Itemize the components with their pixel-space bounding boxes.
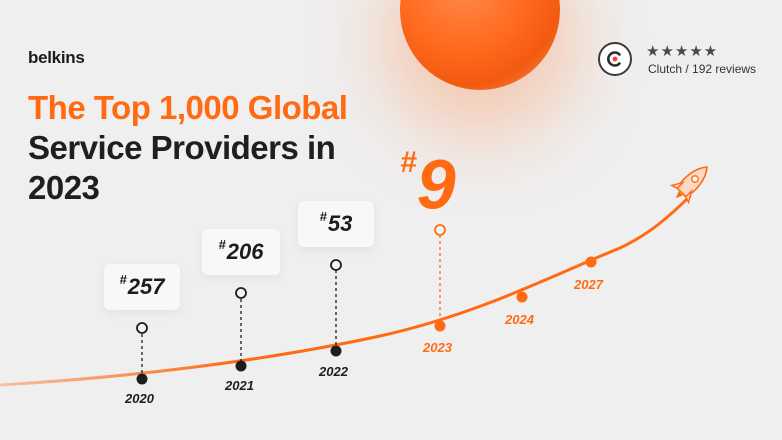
hash-symbol: # (218, 237, 226, 252)
rank-bubble-2022: #53 (298, 201, 374, 247)
hash-symbol: # (319, 209, 327, 224)
rank-value-2020: 257 (127, 274, 165, 299)
hash-symbol: # (119, 272, 127, 287)
milestone-marker-2023 (434, 224, 446, 236)
hash-symbol: # (400, 146, 417, 179)
growth-curve (0, 194, 692, 387)
curve-point-2022 (330, 345, 342, 357)
curve-point-2023 (434, 320, 446, 332)
curve-point-2024 (516, 291, 528, 303)
belkins-logo: belkins (28, 48, 85, 68)
year-label-2021: 2021 (225, 378, 254, 393)
rocket-icon (669, 166, 708, 205)
year-label-2020: 2020 (125, 391, 154, 406)
headline-line-2: Service Providers in (28, 129, 336, 166)
rank-value-2022: 53 (327, 211, 353, 236)
headline-line-1: The Top 1,000 Global (28, 89, 348, 126)
curve-point-2027 (585, 256, 597, 268)
year-label-2023: 2023 (423, 340, 452, 355)
curve-point-2021 (235, 360, 247, 372)
rank-value-2023: 9 (416, 145, 456, 224)
rank-bubble-2020: #257 (104, 264, 180, 310)
headline: The Top 1,000 Global Service Providers i… (28, 88, 348, 208)
rank-highlight-2023: #9 (400, 140, 456, 219)
year-label-2027: 2027 (574, 277, 603, 292)
rank-bubble-2021: #206 (202, 229, 280, 275)
headline-line-3: 2023 (28, 169, 100, 206)
year-label-2024: 2024 (505, 312, 534, 327)
clutch-logo-icon (598, 42, 632, 76)
year-label-2022: 2022 (319, 364, 348, 379)
rank-value-2021: 206 (226, 239, 264, 264)
milestone-marker-2021 (235, 287, 247, 299)
rating-stars: ★★★★★ (646, 43, 719, 60)
logo-text: belkins (28, 48, 85, 67)
clutch-reviews-count: Clutch / 192 reviews (648, 62, 757, 76)
curve-point-2020 (136, 373, 148, 385)
milestone-marker-2022 (330, 259, 342, 271)
milestone-marker-2020 (136, 322, 148, 334)
